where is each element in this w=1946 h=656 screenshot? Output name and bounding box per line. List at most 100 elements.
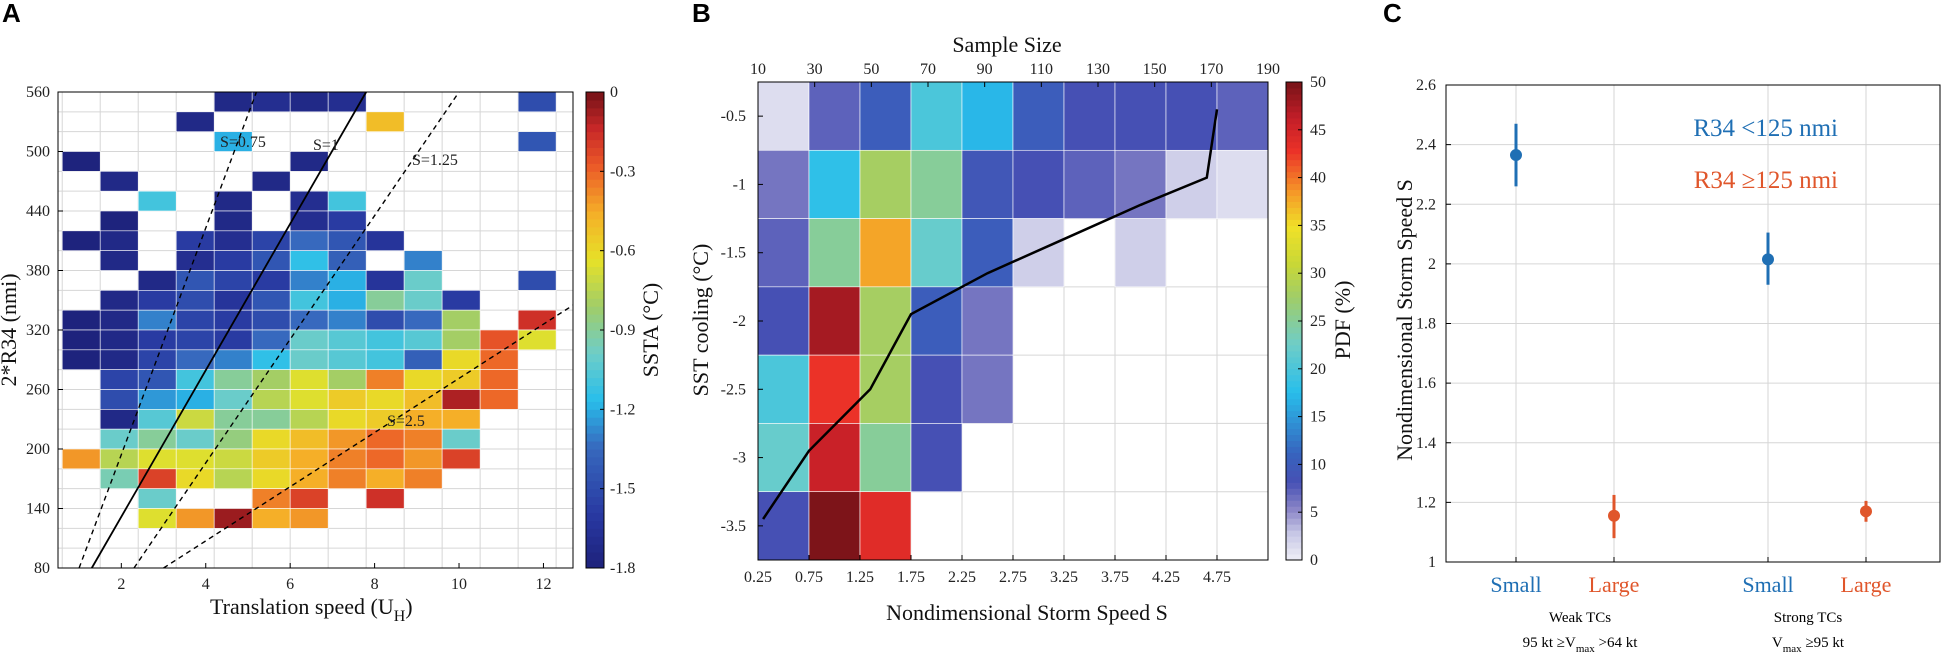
group-label-weak: Weak TCs 95 kt ≥Vmax >64 kt (1523, 610, 1639, 655)
panel-c-point (1510, 149, 1522, 162)
panel-a-colorbar-segment (586, 330, 604, 339)
panel-a-ylabel: 2*R34 (nmi) (0, 273, 21, 386)
panel-a-cell (365, 428, 405, 450)
panel-b-colorbar-segment (1286, 195, 1302, 202)
panel-b-ylabel: SST cooling (°C) (688, 244, 713, 397)
panel-b-colorbar-segment (1286, 404, 1302, 412)
panel-a-colorbar-segment (586, 456, 604, 466)
panel-a-cell (137, 270, 177, 291)
panel-b-colorbar-segment (1286, 255, 1302, 262)
panel-a-cell (213, 448, 253, 470)
panel-b-cell (757, 491, 810, 561)
panel-b-colorbar-segment (1286, 452, 1302, 459)
panel-a-cell (289, 349, 329, 370)
panel-a-cell (365, 468, 405, 489)
panel-a-cell (441, 389, 481, 410)
panel-b-cell (961, 81, 1014, 151)
panel-b-colorbar-segment (1286, 512, 1302, 519)
panel-a-cell (175, 448, 215, 470)
panel-a-cell (327, 389, 367, 410)
panel-b-colorbar-segment (1286, 237, 1302, 244)
panel-a-cell (403, 349, 443, 370)
panel-b-colorbar-segment (1286, 189, 1302, 197)
panel-c-y-tick-label: 1.6 (1416, 375, 1436, 392)
panel-a-cell (99, 448, 139, 470)
panel-b-colorbar-segment (1286, 488, 1302, 495)
panel-a-colorbar-segment (586, 544, 604, 553)
panel-b-colorbar-segment (1286, 482, 1302, 489)
panel-a-colorbar-segment (586, 266, 604, 275)
panel-a-y-tick-label: 560 (26, 84, 50, 101)
panel-a-colorbar-segment (586, 512, 604, 521)
panel-a-cell (99, 468, 139, 489)
panel-a-cell (99, 389, 139, 410)
panel-a-cell (213, 508, 253, 529)
panel-b-cell (1012, 149, 1065, 219)
panel-a-colorbar-segment (586, 464, 604, 474)
panel-a-colorbar-segment (586, 211, 604, 220)
panel-a-cell (251, 508, 291, 529)
panel-a-colorbar-segment (586, 163, 604, 172)
panel-a-cell (403, 329, 443, 351)
panel-b-colorbar-segment (1286, 141, 1302, 149)
panel-b-colorbar-tick-label: 15 (1310, 409, 1326, 426)
panel-b-cell (808, 491, 861, 561)
panel-a-cell (99, 230, 139, 251)
panel-a-cell (403, 428, 443, 450)
panel-a-heatmap: 2 4 6 8 10 12 80 140 200 260 320 380 440 500 560 Tran… (0, 84, 663, 625)
panel-a-colorbar-segment (586, 179, 604, 188)
panel-a-colorbar-tick-label: -1.2 (610, 401, 635, 418)
panel-b-colorbar-tick-label: 20 (1310, 361, 1326, 378)
panel-b-top-tick-label: 90 (977, 61, 993, 78)
panel-b-top-ticks: 10 30 50 70 90 110 130 150 170 190 (750, 61, 1280, 87)
panel-a-x-tick-label: 4 (202, 576, 210, 593)
panel-a-cell (175, 329, 215, 351)
panel-b-x-tick-label: 4.25 (1152, 569, 1180, 586)
panel-a-cell (289, 369, 329, 390)
panel-b-colorbar-tick-label: 25 (1310, 313, 1326, 330)
panel-b-colorbar-tick-label: 0 (1310, 552, 1318, 569)
panel-c-x-category-label: Large (1841, 572, 1892, 597)
panel-a-cell (403, 250, 443, 271)
panel-b-colorbar-segment (1286, 398, 1302, 406)
panel-b-cells (757, 81, 1269, 561)
panel-a-cell (175, 290, 215, 311)
panel-a-colorbar-segment (586, 520, 604, 529)
panel-b-colorbar-segment (1286, 201, 1302, 208)
panel-a-cell (441, 428, 481, 450)
panel-b-cell (808, 286, 861, 356)
legend-entry-large: R34 ≥125 nmi (1694, 167, 1838, 194)
panel-a-cell (251, 389, 291, 410)
panel-a-colorbar-segment (586, 377, 604, 387)
panel-a-cell (327, 428, 367, 450)
panel-a-colorbar-segment (586, 99, 604, 109)
panel-a-speed-lines (78, 91, 574, 569)
panel-a-cell (365, 329, 405, 351)
panel-a-colorbar-segment (586, 345, 604, 355)
panel-a-colorbar-tick-label: -1.8 (610, 560, 635, 577)
panel-c-y-tick-label: 2 (1428, 256, 1436, 273)
panel-a-y-tick-label: 380 (26, 263, 50, 280)
panel-a-cell (213, 309, 253, 331)
panel-b-mean-line (762, 109, 1219, 520)
panel-a-cell (175, 111, 215, 132)
panel-b-top-tick-label: 50 (863, 61, 879, 78)
panel-b-cell (961, 286, 1014, 356)
panel-b-cell (1063, 81, 1116, 151)
panel-b-y-tick-label: -1 (733, 176, 746, 193)
panel-a-colorbar-segment (586, 472, 604, 482)
panel-b-y-tick-label: -3 (733, 450, 746, 467)
panel-a-cell (327, 190, 367, 212)
panel-b-x-tick-label: 2.25 (948, 569, 976, 586)
panel-b-colorbar-segment (1286, 153, 1302, 161)
panel-a-colorbar-segment (586, 401, 604, 410)
panel-a-cell (403, 468, 443, 489)
panel-b-colorbar-segment (1286, 368, 1302, 376)
panel-a-cell (441, 349, 481, 370)
panel-a-cell (441, 329, 481, 351)
panel-a-cell (99, 171, 139, 192)
panel-b-cell (859, 149, 912, 219)
panel-a-cell (327, 309, 367, 331)
panel-a-cell (175, 369, 215, 390)
